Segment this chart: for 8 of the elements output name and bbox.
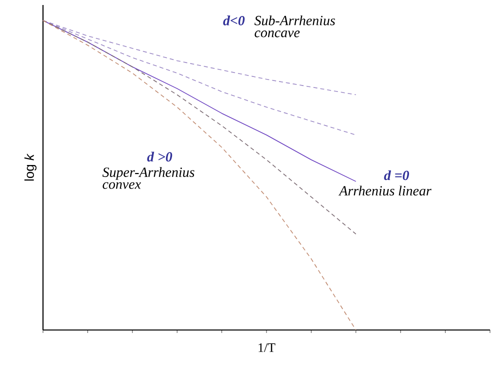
x-axis-title: 1/T: [258, 343, 276, 352]
y-axis-title: log k: [24, 154, 36, 181]
annotation: Super-Arrhenius convex: [102, 167, 194, 189]
annotation: d =0: [384, 170, 410, 180]
annotation: d >0: [147, 152, 172, 162]
annotation: Arrhenius linear: [338, 186, 432, 196]
annotation: Sub-Arrhenius concave: [254, 15, 335, 38]
annotation: d<0: [223, 16, 245, 26]
